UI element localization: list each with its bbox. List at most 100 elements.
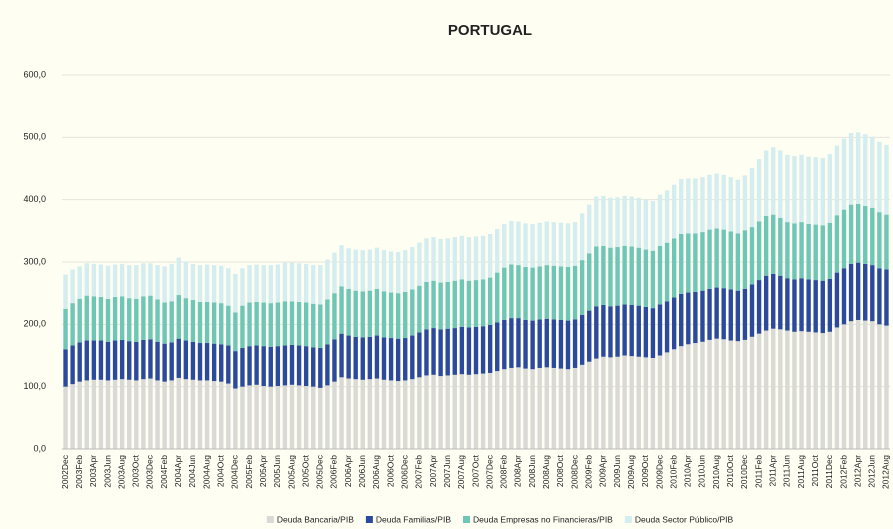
bar-segment xyxy=(523,319,528,369)
bar-segment xyxy=(84,380,89,449)
bar-segment xyxy=(763,215,769,276)
bar-segment xyxy=(388,338,394,381)
bar-segment xyxy=(664,301,670,353)
bar-segment xyxy=(544,318,549,368)
bar-segment xyxy=(452,280,457,329)
bar-segment xyxy=(806,331,811,449)
bar-segment xyxy=(792,279,797,332)
bar-segment xyxy=(863,134,868,206)
bar-segment xyxy=(806,156,811,224)
bar-segment xyxy=(353,290,358,337)
bar-segment xyxy=(466,237,472,281)
bar-segment xyxy=(643,199,649,250)
bar-segment xyxy=(70,269,75,304)
bar-segment xyxy=(325,385,330,449)
bar-segment xyxy=(629,356,634,449)
bar-segment xyxy=(671,184,677,239)
bar-segment xyxy=(84,340,89,381)
bar-segment xyxy=(785,154,790,223)
bar-segment xyxy=(261,386,266,449)
bar-segment xyxy=(579,314,585,365)
bar-segment xyxy=(190,379,196,449)
x-tick-label: 2012Apr xyxy=(852,455,862,487)
bar-segment xyxy=(820,225,825,281)
bar-segment xyxy=(735,341,741,449)
bar-segment xyxy=(388,292,394,339)
bar-segment xyxy=(303,302,309,347)
bar-segment xyxy=(579,364,585,449)
x-tick-label: 2009Dec xyxy=(654,454,664,489)
bar-segment xyxy=(296,263,302,302)
bar-segment xyxy=(664,242,670,302)
bar-segment xyxy=(742,339,748,449)
bar-segment xyxy=(438,238,443,283)
bar-segment xyxy=(502,267,507,320)
bar-segment xyxy=(792,223,797,280)
bar-segment xyxy=(247,346,252,386)
bar-segment xyxy=(820,157,825,226)
bar-segment xyxy=(537,367,542,449)
bar-segment xyxy=(204,264,210,302)
bar-segment xyxy=(148,378,153,449)
bar-segment xyxy=(325,299,330,345)
y-tick-label: 200,0 xyxy=(23,319,46,329)
bar-segment xyxy=(650,308,656,358)
x-tick-label: 2007Dec xyxy=(484,454,494,489)
bar-segment xyxy=(438,282,443,330)
bar-segment xyxy=(756,333,762,449)
bar-segment xyxy=(296,345,302,386)
x-tick-label: 2007Aug xyxy=(456,455,466,489)
legend-swatch xyxy=(624,516,632,523)
bar-segment xyxy=(530,223,535,268)
bar-segment xyxy=(403,338,408,381)
bar-segment xyxy=(636,247,641,306)
bar-segment xyxy=(502,223,507,268)
bar-segment xyxy=(226,305,231,346)
bar-segment xyxy=(594,358,599,449)
bar-segment xyxy=(183,261,189,299)
bar-segment xyxy=(70,384,75,449)
bar-segment xyxy=(516,367,521,449)
bar-segment xyxy=(728,177,733,232)
bar-segment xyxy=(558,368,564,449)
bar-segment xyxy=(268,346,273,387)
bar-segment xyxy=(219,265,224,304)
bar-segment xyxy=(608,306,613,358)
bar-segment xyxy=(417,377,422,449)
bar-segment xyxy=(771,147,776,215)
bar-segment xyxy=(77,342,82,382)
bar-segment xyxy=(473,326,479,375)
bar-segment xyxy=(325,259,330,300)
bar-segment xyxy=(197,380,203,449)
bar-segment xyxy=(289,301,295,345)
bar-segment xyxy=(204,343,210,381)
bar-segment xyxy=(417,285,422,333)
bar-segment xyxy=(558,319,564,369)
bar-segment xyxy=(495,322,500,372)
bar-segment xyxy=(431,328,436,375)
bar-segment xyxy=(707,229,712,289)
bar-segment xyxy=(318,265,323,305)
bar-segment xyxy=(870,207,875,266)
bar-segment xyxy=(268,386,273,449)
bar-segment xyxy=(112,340,118,380)
bar-segment xyxy=(728,231,733,290)
bar-segment xyxy=(204,380,210,449)
bar-segment xyxy=(813,224,818,281)
x-tick-label: 2008Jun xyxy=(527,455,537,488)
bar-segment xyxy=(608,247,613,307)
bar-segment xyxy=(233,273,238,313)
bar-segment xyxy=(594,306,599,359)
bar-segment xyxy=(657,194,663,246)
x-tick-label: 2010Dec xyxy=(739,454,749,489)
bar-segment xyxy=(707,174,712,230)
bar-segment xyxy=(162,343,167,382)
bar-segment xyxy=(261,302,266,347)
y-tick-label: 600,0 xyxy=(23,69,46,79)
bar-segment xyxy=(700,290,705,342)
bar-segment xyxy=(176,257,181,296)
bar-segment xyxy=(431,280,436,329)
bar-segment xyxy=(445,281,450,329)
bar-segment xyxy=(381,337,387,380)
x-tick-label: 2011Jun xyxy=(782,455,792,487)
